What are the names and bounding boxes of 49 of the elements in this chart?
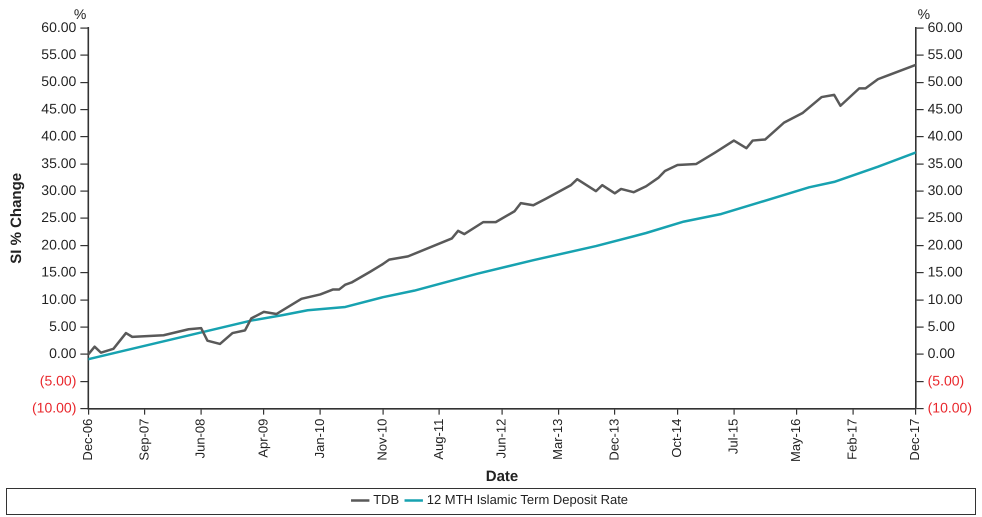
x-tick-label: Mar-13 [550,418,565,460]
y-tick-label: (10.00) [32,400,76,416]
x-tick-label: Jun-12 [494,418,509,458]
y-tick-label: 20.00 [41,236,77,252]
y2-tick-label: 10.00 [928,290,963,307]
y-tick-label: 55.00 [41,46,77,62]
y-tick-label: 5.00 [49,318,77,334]
y2-tick-label: 40.00 [928,128,963,144]
x-tick-label: Jul-15 [725,418,740,454]
y2-axis-title: % [918,6,930,22]
y-tick-label: 40.00 [41,128,77,144]
y2-tick-label: 35.00 [928,154,963,171]
x-tick-label: Dec-13 [606,418,622,461]
y-tick-label: (5.00) [40,372,76,388]
legend-label: 12 MTH Islamic Term Deposit Rate [426,492,628,508]
y-tick-label: 50.00 [41,73,77,90]
x-tick-label: Aug-11 [430,418,446,460]
y2-tick-label: 45.00 [928,100,963,116]
x-tick-label: Nov-10 [374,418,390,461]
x-tick-label: Sep-07 [136,418,152,461]
x-tick-label: Oct-14 [669,418,684,458]
y2-tick-label: 55.00 [928,46,963,62]
y2-tick-label: 15.00 [928,264,963,280]
x-tick-label: May-16 [788,418,804,462]
y-tick-label: 35.00 [41,154,77,171]
x-tick-label: Apr-09 [255,418,270,458]
y2-tick-label: 30.00 [928,182,963,198]
x-tick-label: Jun-08 [192,418,208,458]
x-tick-label: Jan-10 [312,418,327,458]
y-tick-label: 10.00 [41,290,77,307]
x-tick-label: Feb-17 [844,418,860,460]
y2-tick-label: 25.00 [928,209,963,226]
y2-tick-label: 0.00 [928,345,956,362]
y2-tick-label: 60.00 [928,18,963,35]
y2-tick-label: 50.00 [928,73,963,90]
y-tick-label: 0.00 [49,345,77,362]
y2-tick-label: (5.00) [928,372,964,388]
y-tick-label: 15.00 [41,264,77,280]
y2-tick-label: 20.00 [928,236,963,252]
x-tick-label: Dec-06 [80,418,95,461]
y2-tick-label: (10.00) [928,400,972,416]
y2-tick-label: 5.00 [928,318,956,334]
y-tick-label: 45.00 [41,100,77,116]
y-axis-title: SI % Change [8,172,26,264]
y-tick-label: 25.00 [41,209,77,226]
x-axis-title: Date [486,468,518,486]
x-tick-label: Dec-17 [907,418,922,461]
legend-label: TDB [373,492,400,508]
y-tick-label: 30.00 [41,182,77,198]
